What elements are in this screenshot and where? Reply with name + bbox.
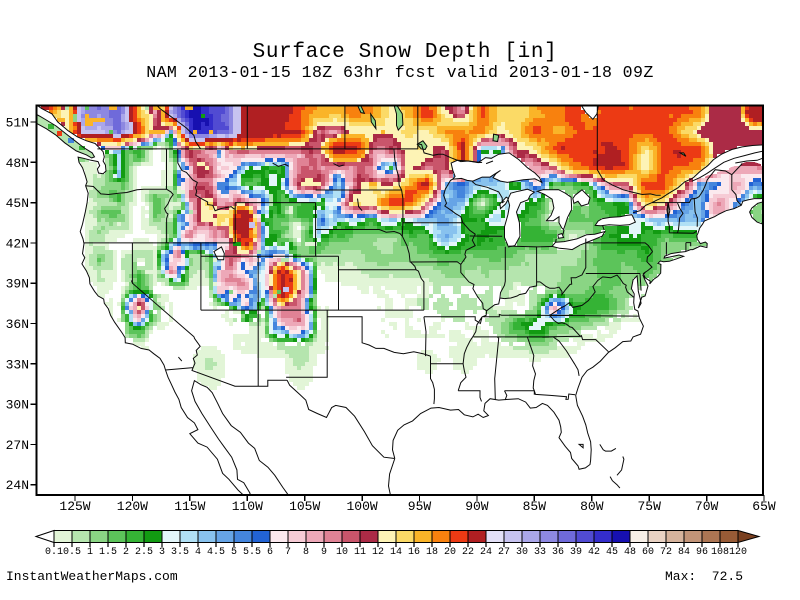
svg-text:14: 14 <box>390 547 402 558</box>
svg-text:Max: 72.5: Max: 72.5 <box>665 569 743 584</box>
svg-text:65W: 65W <box>752 499 776 514</box>
svg-text:8: 8 <box>303 547 309 558</box>
svg-text:10: 10 <box>336 547 348 558</box>
svg-text:45: 45 <box>606 547 618 558</box>
svg-text:16: 16 <box>408 547 420 558</box>
svg-text:42N: 42N <box>6 236 29 251</box>
svg-text:2.5: 2.5 <box>135 547 153 558</box>
svg-text:20: 20 <box>444 547 456 558</box>
svg-text:3: 3 <box>159 547 165 558</box>
svg-text:75W: 75W <box>637 499 661 514</box>
svg-text:42: 42 <box>588 547 600 558</box>
svg-text:95W: 95W <box>408 499 432 514</box>
svg-text:84: 84 <box>678 547 690 558</box>
svg-text:5: 5 <box>231 547 237 558</box>
svg-text:105W: 105W <box>289 499 320 514</box>
svg-text:11: 11 <box>354 547 366 558</box>
svg-text:0.1: 0.1 <box>45 547 63 558</box>
svg-text:4: 4 <box>195 547 201 558</box>
svg-text:5.5: 5.5 <box>243 547 261 558</box>
svg-text:36N: 36N <box>6 317 29 332</box>
svg-text:9: 9 <box>321 547 327 558</box>
svg-text:125W: 125W <box>59 499 90 514</box>
svg-text:12: 12 <box>372 547 384 558</box>
svg-text:96: 96 <box>696 547 708 558</box>
svg-text:48: 48 <box>624 547 636 558</box>
svg-text:24N: 24N <box>6 478 29 493</box>
svg-text:72: 72 <box>660 547 672 558</box>
svg-text:NAM 2013-01-15 18Z 63hr fcst v: NAM 2013-01-15 18Z 63hr fcst valid 2013-… <box>146 63 654 82</box>
svg-text:120W: 120W <box>117 499 148 514</box>
svg-text:4.5: 4.5 <box>207 547 225 558</box>
svg-text:115W: 115W <box>174 499 205 514</box>
svg-text:36: 36 <box>552 547 564 558</box>
svg-text:85W: 85W <box>523 499 547 514</box>
svg-text:22: 22 <box>462 547 474 558</box>
svg-text:3.5: 3.5 <box>171 547 189 558</box>
svg-text:110W: 110W <box>232 499 263 514</box>
svg-text:7: 7 <box>285 547 291 558</box>
svg-text:30: 30 <box>516 547 528 558</box>
svg-text:27: 27 <box>498 547 510 558</box>
svg-text:1: 1 <box>87 547 93 558</box>
svg-text:18: 18 <box>426 547 438 558</box>
svg-text:0.5: 0.5 <box>63 547 81 558</box>
svg-text:70W: 70W <box>695 499 719 514</box>
svg-text:30N: 30N <box>6 398 29 413</box>
svg-text:Surface Snow Depth [in]: Surface Snow Depth [in] <box>253 41 558 64</box>
svg-text:90W: 90W <box>465 499 489 514</box>
svg-text:33N: 33N <box>6 357 29 372</box>
svg-text:33: 33 <box>534 547 546 558</box>
svg-text:1.5: 1.5 <box>99 547 117 558</box>
svg-text:48N: 48N <box>6 156 29 171</box>
svg-text:24: 24 <box>480 547 492 558</box>
svg-text:39N: 39N <box>6 277 29 292</box>
svg-text:80W: 80W <box>580 499 604 514</box>
svg-text:27N: 27N <box>6 438 29 453</box>
svg-text:39: 39 <box>570 547 582 558</box>
svg-text:45N: 45N <box>6 196 29 211</box>
svg-text:2: 2 <box>123 547 129 558</box>
svg-text:60: 60 <box>642 547 654 558</box>
svg-text:100W: 100W <box>346 499 377 514</box>
svg-text:51N: 51N <box>6 116 29 131</box>
svg-text:108: 108 <box>711 547 729 558</box>
svg-text:InstantWeatherMaps.com: InstantWeatherMaps.com <box>6 569 178 584</box>
svg-text:6: 6 <box>267 547 273 558</box>
svg-text:120: 120 <box>729 547 747 558</box>
